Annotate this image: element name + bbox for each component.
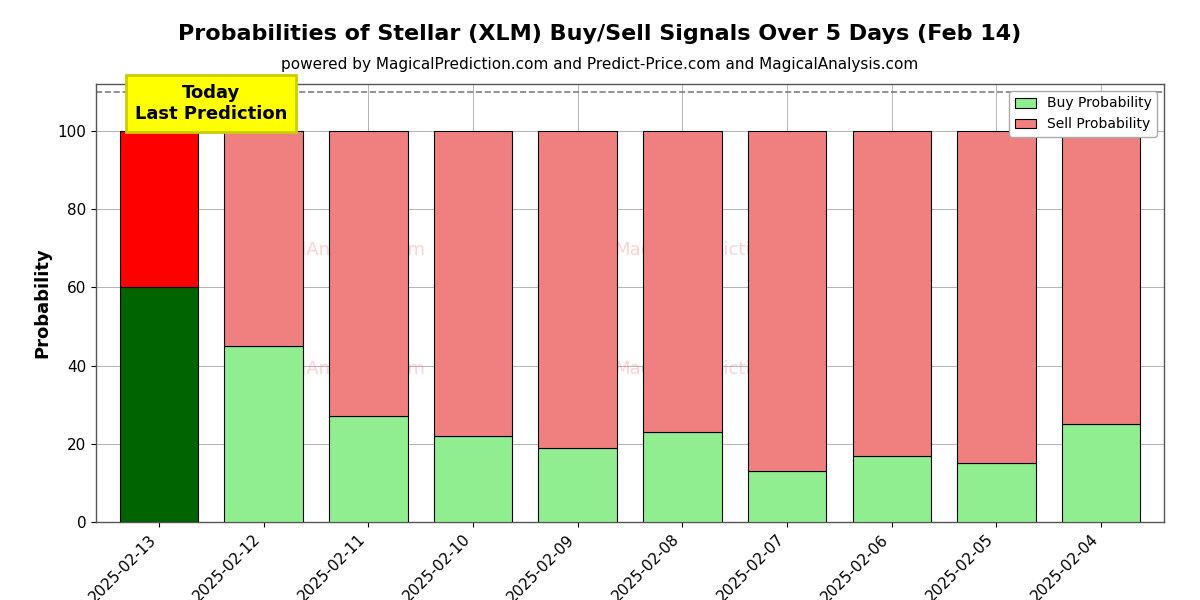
Bar xyxy=(1062,131,1140,424)
Bar xyxy=(120,287,198,522)
Text: Probabilities of Stellar (XLM) Buy/Sell Signals Over 5 Days (Feb 14): Probabilities of Stellar (XLM) Buy/Sell … xyxy=(179,24,1021,44)
Text: MagicalAnalysis.com: MagicalAnalysis.com xyxy=(238,359,425,378)
Text: MagicalPrediction.com: MagicalPrediction.com xyxy=(614,241,817,259)
Bar xyxy=(433,131,512,436)
Bar xyxy=(958,463,1036,522)
Bar xyxy=(433,436,512,522)
Bar xyxy=(329,131,408,416)
Bar xyxy=(643,432,721,522)
Y-axis label: Probability: Probability xyxy=(34,248,52,358)
Text: powered by MagicalPrediction.com and Predict-Price.com and MagicalAnalysis.com: powered by MagicalPrediction.com and Pre… xyxy=(281,57,919,72)
Legend: Buy Probability, Sell Probability: Buy Probability, Sell Probability xyxy=(1009,91,1157,137)
Bar xyxy=(748,471,827,522)
Bar xyxy=(224,131,302,346)
Bar xyxy=(539,131,617,448)
Bar xyxy=(852,131,931,455)
Bar xyxy=(539,448,617,522)
Bar xyxy=(1062,424,1140,522)
Bar xyxy=(958,131,1036,463)
Bar xyxy=(852,455,931,522)
Bar xyxy=(329,416,408,522)
Bar xyxy=(748,131,827,471)
Text: MagicalPrediction.com: MagicalPrediction.com xyxy=(614,359,817,378)
Bar xyxy=(120,131,198,287)
Text: MagicalAnalysis.com: MagicalAnalysis.com xyxy=(238,241,425,259)
Text: Today
Last Prediction: Today Last Prediction xyxy=(134,84,287,123)
Bar xyxy=(224,346,302,522)
Bar xyxy=(643,131,721,432)
